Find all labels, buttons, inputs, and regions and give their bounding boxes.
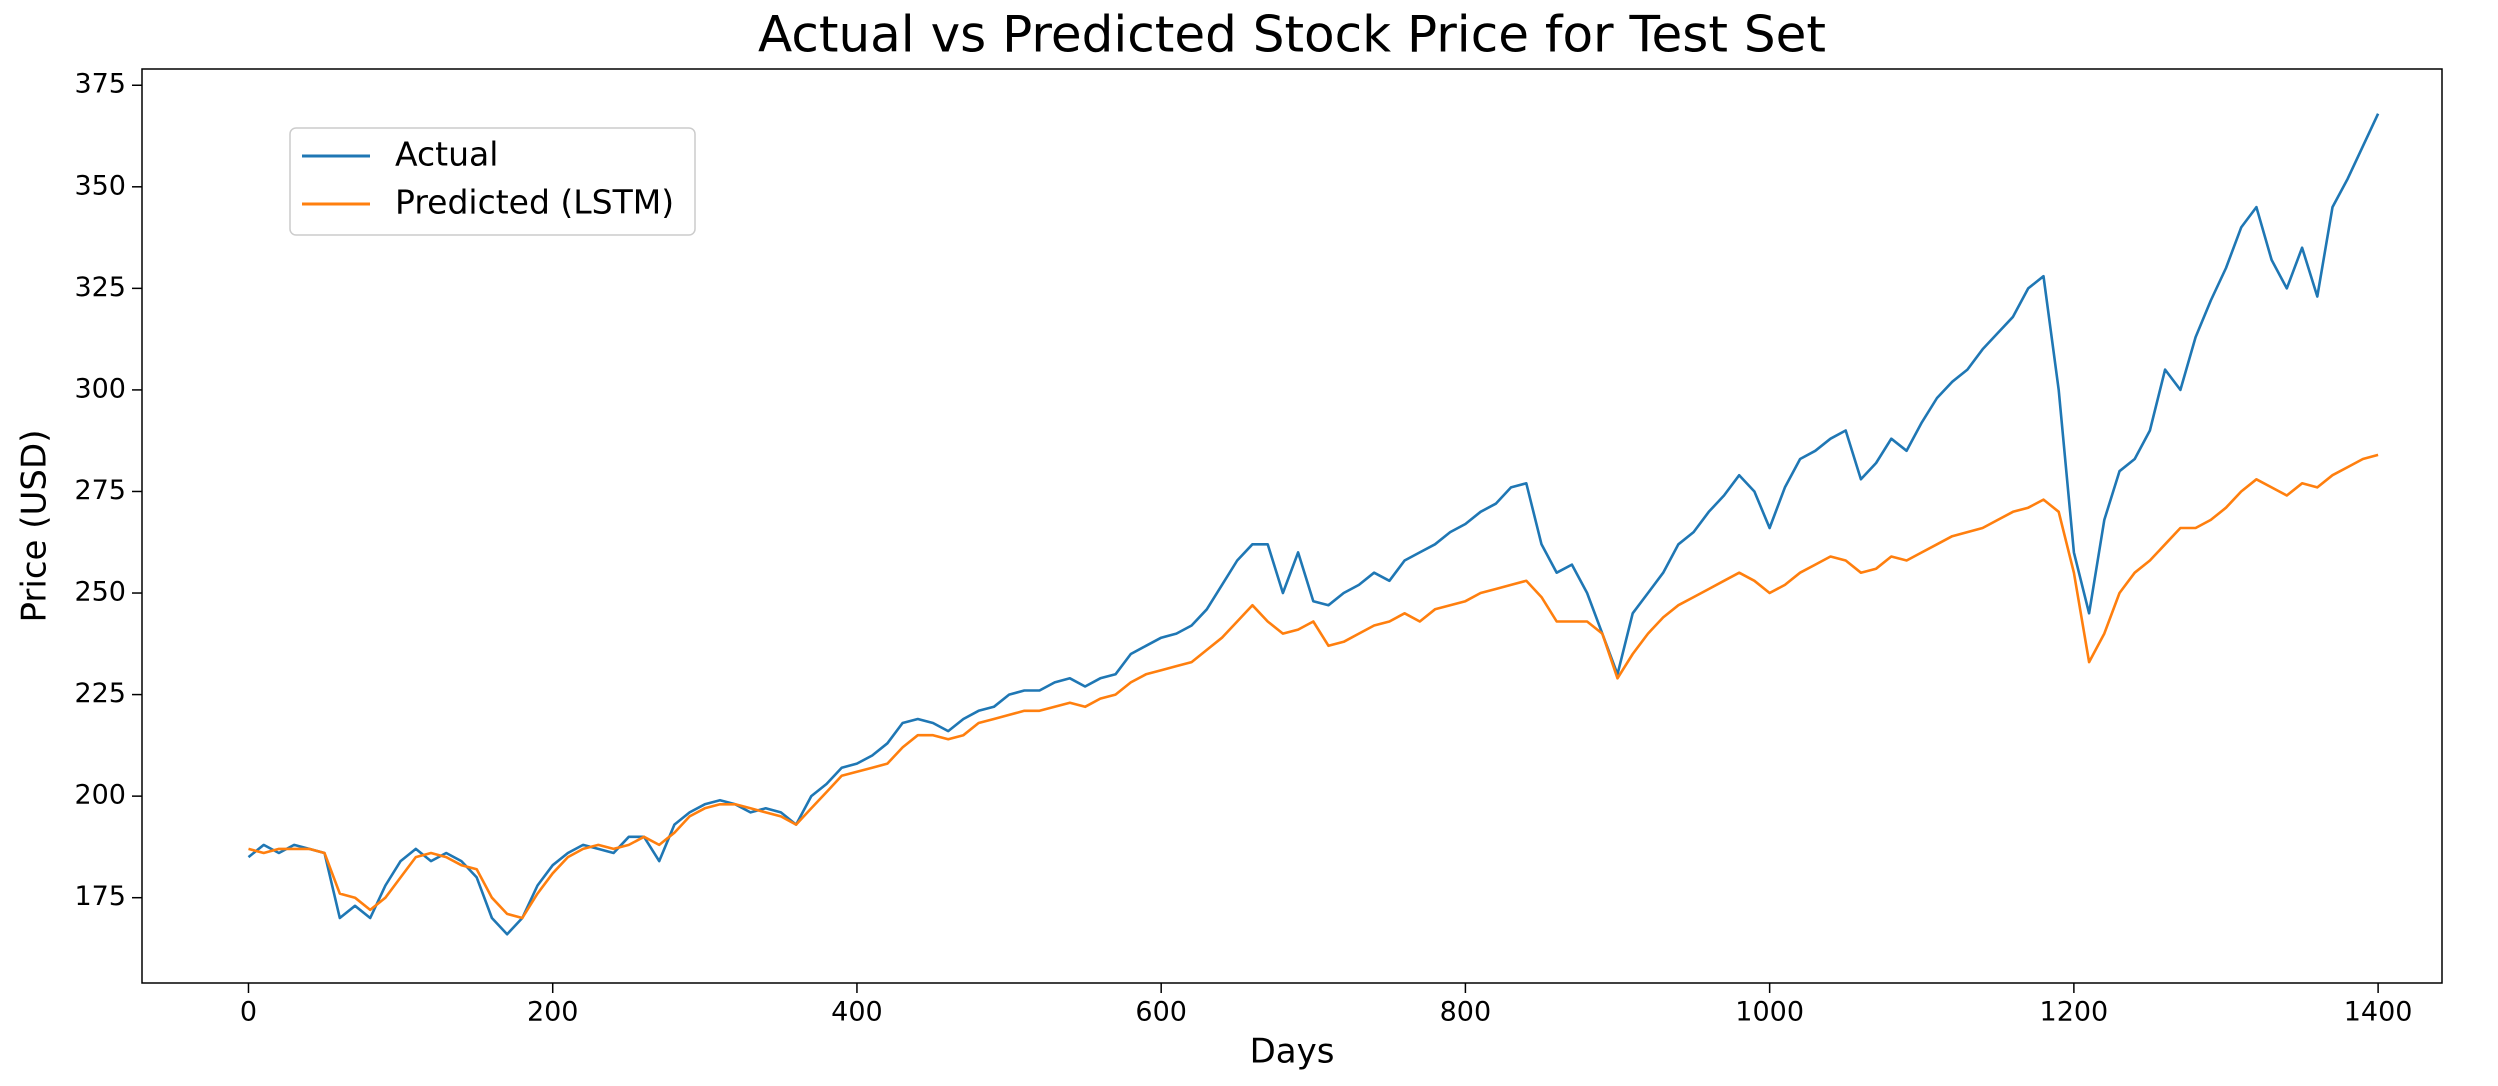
line-series xyxy=(247,113,2380,936)
y-tick-label: 300 xyxy=(74,373,126,404)
x-tick-label: 1200 xyxy=(2040,997,2109,1028)
y-tick-label: 200 xyxy=(74,780,126,811)
x-tick-label: 200 xyxy=(527,997,579,1028)
x-tick-label: 800 xyxy=(1440,997,1492,1028)
x-tick-label: 0 xyxy=(240,997,257,1028)
y-tick-label: 250 xyxy=(74,577,126,608)
y-tick-label: 225 xyxy=(74,678,126,709)
legend-label: Actual xyxy=(395,135,498,174)
x-tick-label: 1000 xyxy=(1735,997,1804,1028)
y-tick-label: 375 xyxy=(74,69,126,100)
y-tick-label: 350 xyxy=(74,170,126,201)
plot-frame xyxy=(141,68,2443,984)
y-tick-label: 275 xyxy=(74,475,126,506)
legend-label: Predicted (LSTM) xyxy=(395,183,674,222)
x-tick-label: 400 xyxy=(831,997,883,1028)
x-tick-label: 600 xyxy=(1135,997,1187,1028)
y-tick-label: 325 xyxy=(74,272,126,303)
chart-title: Actual vs Predicted Stock Price for Test… xyxy=(758,6,1826,64)
line-series xyxy=(248,453,2379,920)
y-tick-label: 175 xyxy=(74,881,126,912)
legend-box xyxy=(289,127,696,236)
x-axis-label: Days xyxy=(1250,1032,1335,1072)
y-axis-label: Price (USD) xyxy=(15,430,55,623)
x-tick-label: 1400 xyxy=(2344,997,2413,1028)
